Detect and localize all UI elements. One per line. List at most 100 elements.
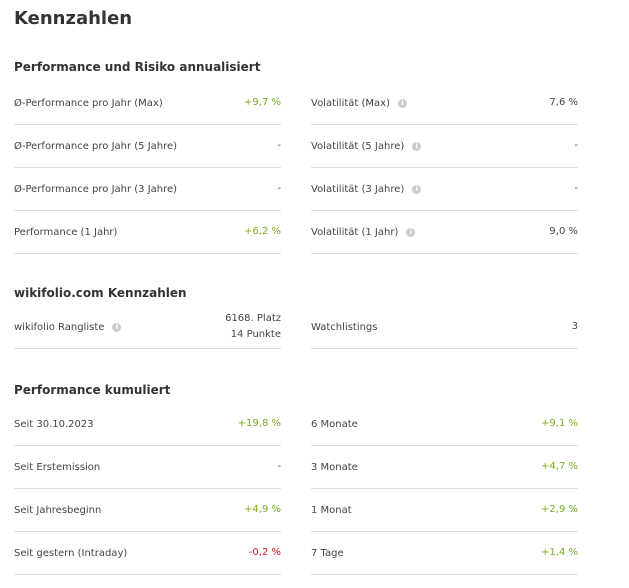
metric-label-group: Performance (1 Jahr) [14,227,117,238]
metric-value: +1,4 % [541,545,578,561]
info-icon[interactable]: i [406,227,416,237]
metric-label-group: Volatilität (1 Jahr) i [311,226,416,238]
metric-value: +9,1 % [541,416,578,432]
metric-label: Seit gestern (Intraday) [14,547,128,559]
left-column: Ø-Performance pro Jahr (Max) +9,7 % Ø-Perf… [14,82,281,254]
right-column: Watchlistings 3 [311,306,578,349]
metric-value: +4,7 % [541,459,578,475]
metric-value-text: 9,0 % [549,226,578,237]
metric-label-group: Ø-Performance pro Jahr (3 Jahre) [14,184,177,195]
info-icon[interactable]: i [112,322,122,332]
metric-label: Seit 30.10.2023 [14,418,94,430]
left-column: Seit 30.10.2023 +19,8 % Seit Erstemission -… [14,403,281,575]
metric-label: Seit Jahresbeginn [14,504,102,516]
metric-value: - [277,181,281,197]
metric-value-text: +9,7 % [244,97,281,108]
metric-row: Seit gestern (Intraday) -0,2 % [14,532,281,575]
metric-value-text: - [277,461,281,472]
metric-value-text: 3 [571,321,578,332]
info-icon[interactable]: i [397,98,407,108]
metric-value-text: -0,2 % [248,547,281,558]
metric-row: Watchlistings 3 [311,306,578,349]
metric-label: 1 Monat [311,504,352,516]
metric-label-group: Seit Jahresbeginn [14,505,101,516]
metric-value: +4,9 % [244,502,281,518]
metric-row: Volatilität (Max) i 7,6 % [311,82,578,125]
metric-value-text: 6168. Platz [225,313,281,324]
metric-label: Ø-Performance pro Jahr (5 Jahre) [14,140,178,152]
metric-label: wikifolio Rangliste [14,321,105,333]
metric-label: Volatilität (5 Jahre) [311,140,405,152]
metric-label-group: 1 Monat [311,505,352,516]
metric-value: - [574,138,578,154]
metric-label-group: Volatilität (3 Jahre) i [311,183,422,195]
metric-label: Volatilität (Max) [311,97,390,109]
metric-value: - [574,181,578,197]
page-title: Kennzahlen [14,8,133,29]
metric-value-text: +1,4 % [541,547,578,558]
metric-row: Volatilität (5 Jahre) i - [311,125,578,168]
metric-label: 7 Tage [311,547,344,559]
metric-row: Performance (1 Jahr) +6,2 % [14,211,281,254]
metric-value-text: - [277,183,281,194]
metric-row: Volatilität (1 Jahr) i 9,0 % [311,211,578,254]
right-column: Volatilität (Max) i 7,6 % Volatilität (5 Ja… [311,82,578,254]
metric-label: Performance (1 Jahr) [14,226,118,238]
metric-row: Ø-Performance pro Jahr (3 Jahre) - [14,168,281,211]
metrics-grid: Seit 30.10.2023 +19,8 % Seit Erstemission -… [14,403,578,575]
metric-value-secondary: 14 Punkte [230,329,281,340]
metric-label-group: Seit 30.10.2023 [14,419,94,430]
metric-value: -0,2 % [249,545,281,561]
right-column: 6 Monate +9,1 % 3 Monate +4,7 % 1 Monat +2,9 … [311,403,578,575]
metric-value-text: 7,6 % [549,97,578,108]
metric-row: Seit Erstemission - [14,446,281,489]
metric-label: Ø-Performance pro Jahr (Max) [14,97,163,109]
left-column: wikifolio Rangliste i 6168. Platz 14 Punkte [14,306,281,349]
metric-row: 6 Monate +9,1 % [311,403,578,446]
metric-value-text: +9,1 % [541,418,578,429]
metric-row: wikifolio Rangliste i 6168. Platz 14 Punkte [14,306,281,349]
metric-label-group: Seit gestern (Intraday) [14,548,127,559]
metrics-grid: wikifolio Rangliste i 6168. Platz 14 Punkte… [14,306,578,349]
metric-value-text: +2,9 % [541,504,578,515]
metric-row: Seit Jahresbeginn +4,9 % [14,489,281,532]
metric-value: +2,9 % [541,502,578,518]
metric-value: +19,8 % [238,416,281,432]
metric-row: 3 Monate +4,7 % [311,446,578,489]
metric-label: Volatilität (3 Jahre) [311,183,405,195]
metric-row: Seit 30.10.2023 +19,8 % [14,403,281,446]
metric-label-group: 6 Monate [311,419,358,430]
metric-value: 6168. Platz 14 Punkte [225,311,281,343]
metric-label-group: Watchlistings [311,322,378,333]
metric-row: 1 Monat +2,9 % [311,489,578,532]
metric-value: 9,0 % [549,224,578,240]
info-icon[interactable]: i [412,184,422,194]
metric-value-text: +4,9 % [244,504,281,515]
metric-value-text: +6,2 % [244,226,281,237]
section-title: Performance kumuliert [14,383,171,397]
metric-label: 6 Monate [311,418,358,430]
metric-label-group: Volatilität (5 Jahre) i [311,140,422,152]
metric-label-group: Ø-Performance pro Jahr (Max) [14,98,163,109]
metric-value-text: +19,8 % [237,418,281,429]
metric-label: 3 Monate [311,461,358,473]
metric-label-group: wikifolio Rangliste i [14,321,122,333]
metric-value: - [277,459,281,475]
metric-row: Ø-Performance pro Jahr (5 Jahre) - [14,125,281,168]
metric-value-text: - [574,140,578,151]
section-title: Performance und Risiko annualisiert [14,60,261,74]
metric-label-group: 7 Tage [311,548,344,559]
metric-label-group: Seit Erstemission [14,462,100,473]
metric-row: Volatilität (3 Jahre) i - [311,168,578,211]
info-icon[interactable]: i [412,141,422,151]
metric-value-text: +4,7 % [541,461,578,472]
metric-row: Ø-Performance pro Jahr (Max) +9,7 % [14,82,281,125]
metrics-grid: Ø-Performance pro Jahr (Max) +9,7 % Ø-Perf… [14,82,578,254]
metric-value-text: - [277,140,281,151]
metric-value-text: - [574,183,578,194]
metric-label: Seit Erstemission [14,461,101,473]
metric-value: - [277,138,281,154]
metric-row: 7 Tage +1,4 % [311,532,578,575]
metric-label: Volatilität (1 Jahr) [311,226,399,238]
metric-value: 7,6 % [549,95,578,111]
